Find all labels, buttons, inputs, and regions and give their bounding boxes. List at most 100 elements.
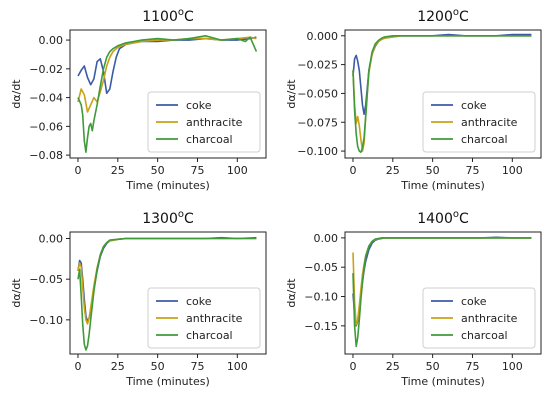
legend-box	[422, 287, 536, 349]
chart-title: 1200oC	[417, 7, 469, 25]
y-tick-label: −0.100	[297, 145, 338, 158]
chart-title-unit: C	[184, 9, 194, 25]
chart-title-degree: o	[178, 209, 184, 220]
y-tick-label: −0.06	[29, 120, 63, 133]
y-tick-label: −0.050	[297, 87, 338, 100]
legend: coke anthracite charcoal	[147, 287, 261, 349]
y-axis-label: dα/dt	[285, 79, 298, 109]
x-tick-label: 25	[111, 360, 125, 373]
x-axis-label: Time (minutes)	[400, 375, 485, 388]
legend-label-anthracite: anthracite	[461, 312, 518, 325]
chart-title-degree: o	[453, 209, 459, 220]
y-tick-label: −0.075	[297, 116, 338, 129]
x-tick-label: 50	[151, 164, 165, 177]
x-tick-label: 0	[74, 360, 81, 373]
chart-title-number: 1300	[142, 211, 178, 227]
legend-label-coke: coke	[461, 99, 487, 112]
legend-box	[147, 91, 261, 153]
x-tick-label: 0	[74, 164, 81, 177]
chart-title-number: 1100	[142, 9, 178, 25]
plot-frame	[344, 29, 542, 159]
x-tick-label: 100	[502, 164, 523, 177]
chart-title-number: 1200	[417, 9, 453, 25]
legend-label-anthracite: anthracite	[461, 116, 518, 129]
y-axis-label: dα/dt	[285, 278, 298, 308]
legend: coke anthracite charcoal	[147, 91, 261, 153]
x-tick-label: 75	[190, 360, 204, 373]
y-tick-label: −0.025	[297, 59, 338, 72]
chart-title: 1400oC	[417, 209, 469, 227]
legend: coke anthracite charcoal	[422, 287, 536, 349]
chart-title: 1100oC	[142, 7, 194, 25]
panel-1300: 0 25 50 75 100 0.00 −0.05 −0.10 Time (minutes) dα…	[10, 209, 267, 388]
series-group	[352, 33, 532, 153]
y-axis-label: dα/dt	[10, 79, 23, 109]
plot-frame	[344, 231, 542, 355]
chart-title: 1300oC	[142, 209, 194, 227]
x-axis-label: Time (minutes)	[125, 375, 210, 388]
panel-1400: 0 25 50 75 100 0.00 −0.05 −0.10 −0.15 Time (minut…	[285, 209, 542, 388]
chart-title-unit: C	[459, 9, 469, 25]
chart-title-unit: C	[184, 211, 194, 227]
series-group	[77, 35, 258, 153]
x-tick-label: 100	[227, 360, 248, 373]
legend: coke anthracite charcoal	[422, 91, 536, 153]
series-line-charcoal	[352, 35, 532, 153]
legend-box	[422, 91, 536, 153]
x-tick-label: 25	[386, 164, 400, 177]
legend-label-charcoal: charcoal	[186, 133, 233, 146]
x-axis-label: Time (minutes)	[400, 179, 485, 192]
legend-label-charcoal: charcoal	[186, 329, 233, 342]
x-tick-label: 25	[111, 164, 125, 177]
y-tick-label: 0.000	[307, 30, 339, 43]
x-tick-label: 25	[386, 360, 400, 373]
x-tick-label: 75	[465, 360, 479, 373]
x-tick-label: 50	[426, 164, 440, 177]
legend-label-coke: coke	[186, 295, 212, 308]
series-group	[352, 236, 532, 348]
y-tick-label: −0.05	[29, 273, 63, 286]
legend-label-coke: coke	[461, 295, 487, 308]
chart-title-degree: o	[453, 7, 459, 18]
y-axis-label: dα/dt	[10, 278, 23, 308]
chart-title-unit: C	[459, 211, 469, 227]
series-line-anthracite	[77, 36, 257, 113]
series-line-charcoal	[352, 237, 532, 348]
panel-1200: 0 25 50 75 100 0.000 −0.025 −0.050 −0.075 −0.100 T…	[285, 7, 542, 192]
chart-title-degree: o	[178, 7, 184, 18]
y-tick-label: −0.02	[29, 63, 63, 76]
legend-label-charcoal: charcoal	[461, 133, 508, 146]
y-tick-label: −0.08	[29, 149, 63, 162]
series-line-charcoal	[77, 35, 258, 153]
x-tick-label: 50	[151, 360, 165, 373]
legend-box	[147, 287, 261, 349]
y-tick-label: −0.05	[304, 261, 338, 274]
x-tick-label: 75	[190, 164, 204, 177]
y-tick-label: −0.10	[304, 291, 338, 304]
legend-label-anthracite: anthracite	[186, 312, 243, 325]
chart-title-number: 1400	[417, 211, 453, 227]
y-tick-label: 0.00	[39, 233, 64, 246]
x-tick-label: 75	[465, 164, 479, 177]
series-group	[77, 236, 257, 351]
y-tick-label: 0.00	[314, 232, 339, 245]
legend-label-charcoal: charcoal	[461, 329, 508, 342]
x-tick-label: 50	[426, 360, 440, 373]
series-line-charcoal	[77, 237, 257, 351]
plot-frame	[69, 29, 267, 159]
x-tick-label: 100	[502, 360, 523, 373]
x-axis-label: Time (minutes)	[125, 179, 210, 192]
x-tick-label: 0	[349, 164, 356, 177]
x-tick-label: 0	[349, 360, 356, 373]
y-tick-label: −0.10	[29, 314, 63, 327]
x-tick-label: 100	[227, 164, 248, 177]
y-tick-label: −0.04	[29, 92, 63, 105]
y-tick-label: 0.00	[39, 34, 64, 47]
panel-1100: 0 25 50 75 100 0.00 −0.02 −0.04 −0.06 −0.08 Time (…	[10, 7, 267, 192]
y-tick-label: −0.15	[304, 320, 338, 333]
legend-label-anthracite: anthracite	[186, 116, 243, 129]
plot-frame	[69, 231, 267, 355]
legend-label-coke: coke	[186, 99, 212, 112]
